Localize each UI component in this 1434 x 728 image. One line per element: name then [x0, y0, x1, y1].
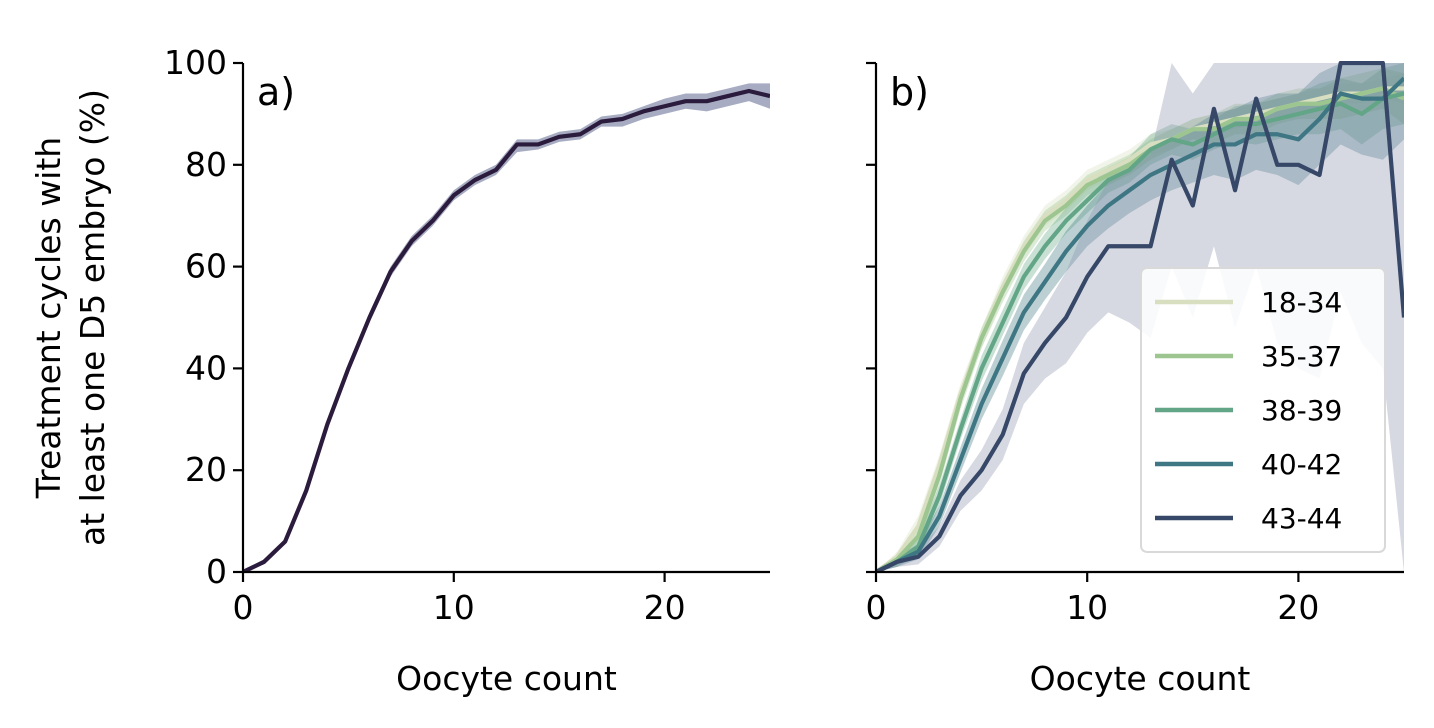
legend-entry: 18-34 [1261, 286, 1342, 319]
y-tick-label: 80 [185, 145, 227, 184]
series-line-main [243, 88, 770, 572]
panel-label: a) [257, 70, 295, 114]
y-axis-label: Treatment cycles with [29, 137, 68, 499]
series-band-40-42 [876, 63, 1404, 572]
x-tick-label: 10 [433, 588, 475, 627]
legend-entry: 40-42 [1261, 448, 1342, 481]
plot-area [243, 83, 770, 572]
x-axis-label: Oocyte count [1030, 659, 1251, 698]
panel-b-chart: 0 10 20 Oocyte count b) 18-34 35-37 38-39 40-42 4… [866, 61, 1404, 698]
legend: 18-34 35-37 38-39 40-42 43-44 [1140, 267, 1386, 553]
series-line-40-42 [876, 76, 1404, 572]
x-tick-label: 20 [1277, 588, 1319, 627]
y-tick-label: 20 [185, 450, 227, 489]
x-axis-label: Oocyte count [396, 659, 617, 698]
series-line-38-39 [876, 91, 1404, 572]
x-tick-label: 10 [1066, 588, 1108, 627]
panel-label: b) [890, 70, 929, 114]
x-tick-label: 20 [644, 588, 686, 627]
y-tick-label: 60 [185, 247, 227, 286]
x-tick-label: 0 [233, 588, 254, 627]
y-tick-label: 0 [206, 552, 227, 591]
legend-entry: 43-44 [1261, 502, 1342, 535]
legend-entry: 35-37 [1261, 340, 1342, 373]
series-line-43-44 [876, 61, 1404, 572]
y-tick-label: 40 [185, 348, 227, 387]
legend-box [1140, 267, 1386, 553]
panel-a-chart: 0 20 40 60 80 100 0 10 20 Oocyte count Treatment c… [29, 43, 770, 698]
y-tick-label: 100 [164, 43, 227, 82]
x-tick-label: 0 [866, 588, 887, 627]
legend-entry: 38-39 [1261, 394, 1342, 427]
y-axis-label: at least one D5 embryo (%) [73, 89, 112, 546]
